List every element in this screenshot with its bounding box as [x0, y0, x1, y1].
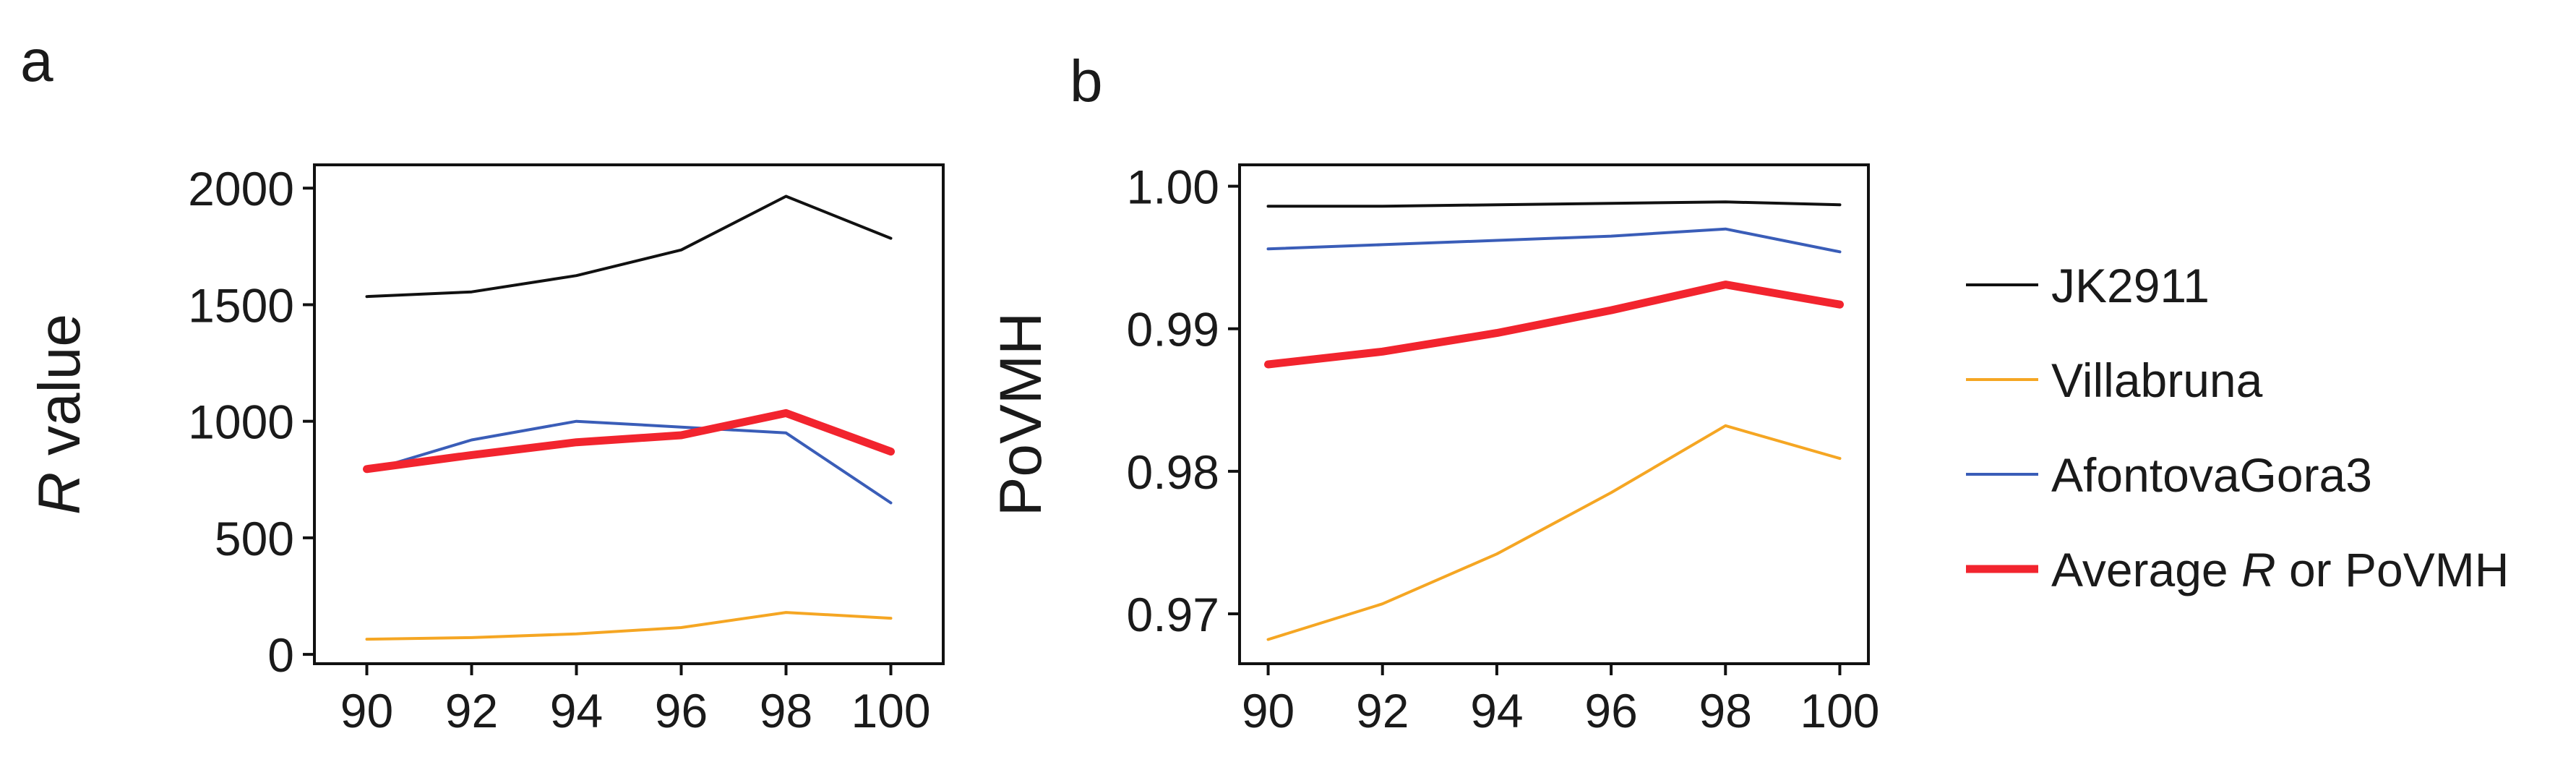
- panel-b-x-tick-label: 94: [1470, 684, 1523, 737]
- legend-label: Average R or PoVMH: [2051, 543, 2509, 596]
- panel-b-plot-frame: [1238, 163, 1870, 665]
- legend-label: Villabruna: [2051, 354, 2263, 407]
- panel-a-plot-frame: [313, 163, 945, 665]
- panel-b-y-axis-label: PoVMH: [988, 312, 1054, 517]
- panel-a-x-tick-label: 96: [655, 684, 708, 737]
- legend-label: AfontovaGora3: [2051, 448, 2372, 502]
- panel-b-x-tick-label: 98: [1699, 684, 1752, 737]
- panel-a-series-afontovagora3: [365, 419, 893, 505]
- panel-a-y-tick-label: 1000: [188, 395, 294, 449]
- panel-b-series-average-r-or-povmh: [1264, 281, 1844, 369]
- panel-a-x-tick-label: 92: [445, 684, 498, 737]
- panel-a-chart: 0 500 1000 1500 2000 90 92 94 96 98 100 R value: [27, 162, 945, 737]
- panel-b-series-jk2911: [1266, 200, 1842, 208]
- panel-b-y-tick-label: 1.00: [1127, 161, 1219, 214]
- panel-a-y-tick-label: 500: [215, 512, 294, 565]
- panel-a-series-jk2911: [365, 194, 893, 299]
- panel-b-series-villabruna: [1266, 424, 1842, 641]
- panel-b-y-tick-label: 0.97: [1127, 588, 1219, 641]
- panel-b-x-tick-label: 100: [1800, 684, 1879, 737]
- panel-a-x-tick-label: 94: [550, 684, 603, 737]
- panel-a-series-average-r-or-povmh: [363, 408, 895, 474]
- panel-b-x-tick-label: 90: [1242, 684, 1295, 737]
- panel-b-series-afontovagora3: [1266, 227, 1842, 254]
- panel-b-y-tick-label: 0.98: [1127, 445, 1219, 499]
- panel-b-x-tick-label: 92: [1356, 684, 1409, 737]
- panel-a-y-tick-label: 0: [267, 628, 294, 682]
- panel-b-y-tick-label: 0.99: [1127, 303, 1219, 356]
- panel-a-x-tick-label: 90: [340, 684, 393, 737]
- panel-a-y-tick-label: 2000: [188, 162, 294, 215]
- panel-a-label: a: [20, 28, 53, 94]
- legend-label: JK2911: [2051, 259, 2210, 312]
- panel-b-chart: 0.97 0.98 0.99 1.00 90 92 94 96 98 100 PoVMH: [988, 161, 1880, 737]
- panel-b-label: b: [1070, 48, 1103, 114]
- legend: JK2911 Villabruna AfontovaGora3 Average R o…: [1966, 259, 2509, 596]
- panel-a-series-villabruna: [365, 611, 893, 641]
- panel-a-y-tick-label: 1500: [188, 278, 294, 332]
- panel-a-y-axis-label: R value: [27, 314, 93, 515]
- panel-a-x-tick-label: 98: [760, 684, 812, 737]
- panel-b-x-tick-label: 96: [1584, 684, 1637, 737]
- panel-a-x-tick-label: 100: [851, 684, 930, 737]
